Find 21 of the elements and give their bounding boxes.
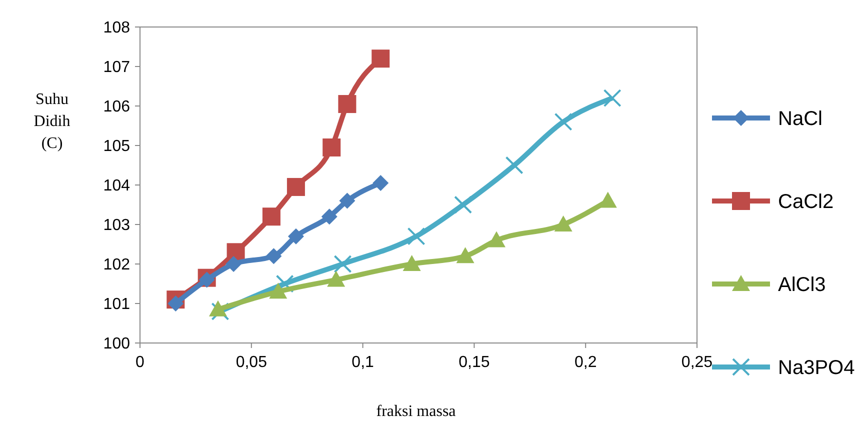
y-tick-label: 105 — [103, 138, 130, 156]
legend-label: Na3PO4 — [778, 357, 855, 379]
x-tick-label: 0,25 — [681, 354, 713, 371]
legend-label: NaCl — [778, 108, 822, 130]
y-tick-label: 100 — [103, 336, 130, 353]
legend-label: AlCl3 — [778, 274, 826, 296]
y-tick-label: 108 — [103, 20, 130, 37]
x-tick-label: 0,05 — [236, 354, 268, 371]
x-axis-title: fraksi massa — [376, 403, 456, 420]
y-axis-title: Suhu Didih (C) — [34, 91, 70, 152]
y-tick-label: 101 — [103, 296, 130, 314]
x-tick-label: 0 — [136, 354, 145, 371]
y-tick-label: 107 — [103, 59, 130, 76]
y-tick-label: 102 — [103, 256, 130, 274]
legend-label: CaCl2 — [778, 191, 834, 213]
x-tick-label: 0,15 — [458, 354, 490, 371]
y-tick-label: 106 — [103, 98, 130, 116]
x-tick-label: 0,1 — [352, 354, 374, 371]
y-tick-label: 104 — [103, 178, 130, 195]
x-tick-label: 0,2 — [574, 354, 597, 371]
y-tick-label: 103 — [103, 217, 130, 234]
